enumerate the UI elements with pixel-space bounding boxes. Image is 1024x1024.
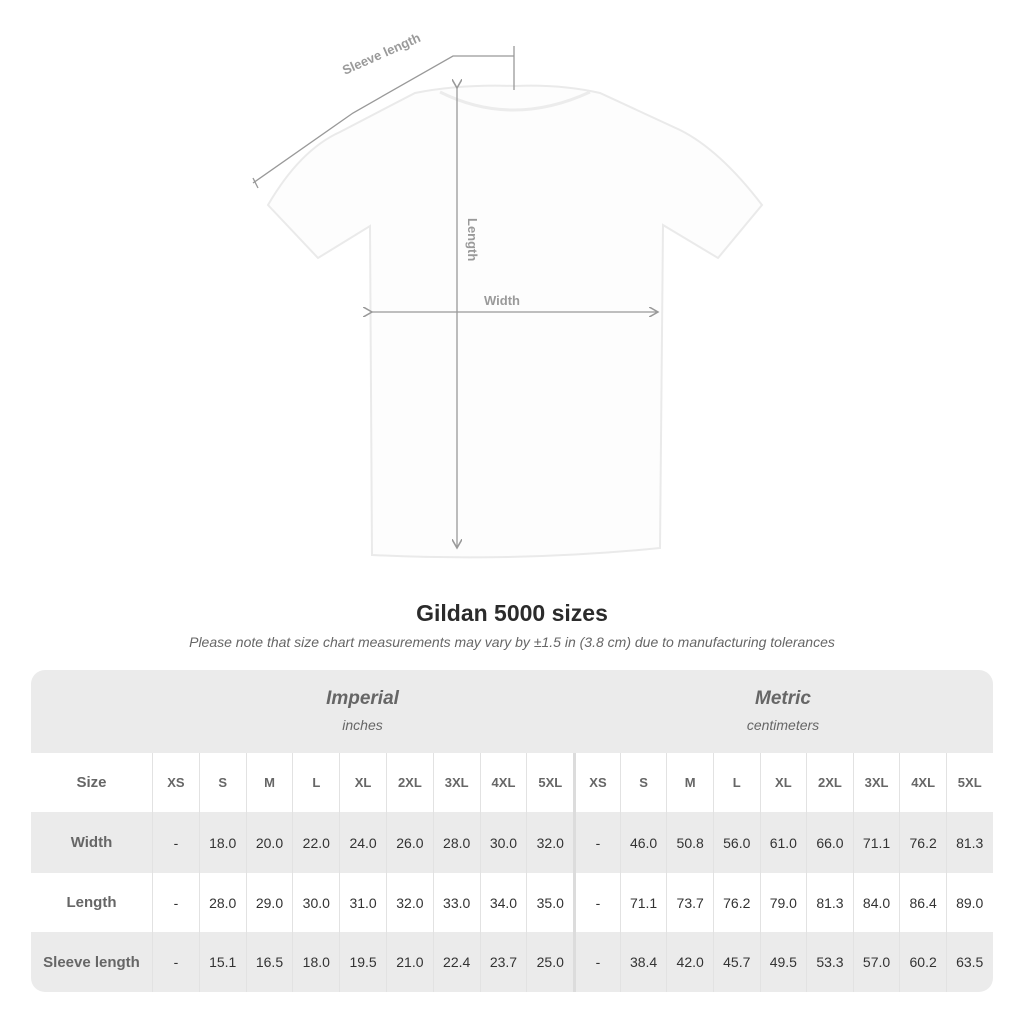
metric-value-cell: 81.3 (945, 812, 993, 873)
imperial-value-cell: 15.1 (198, 932, 246, 992)
imperial-value-cell: - (152, 932, 199, 992)
size-chart-table: Imperial inches Metric centimeters Size X… (31, 670, 993, 992)
metric-size-header: 5XL (945, 753, 993, 812)
tshirt-diagram (252, 46, 764, 559)
metric-size-header: 3XL (852, 753, 900, 812)
imperial-size-header: S (198, 753, 246, 812)
imperial-value-cell: 32.0 (526, 812, 573, 873)
table-row: Length -28.0 29.0 30.0 31.0 32.0 33.0 34.0 35.0-… (31, 873, 993, 932)
metric-value-cell: - (573, 932, 620, 992)
imperial-value-cell: 28.0 (198, 873, 246, 932)
imperial-size-header: 3XL (432, 753, 480, 812)
metric-value-cell: 42.0 (666, 932, 713, 992)
table-row: Sleeve length -15.1 16.5 18.0 19.5 21.0 22.4 23… (31, 932, 993, 992)
metric-value-cell: 79.0 (759, 873, 807, 932)
imperial-value-cell: 22.0 (292, 812, 339, 873)
metric-value-cell: 50.8 (666, 812, 713, 873)
table-row: Width -18.0 20.0 22.0 24.0 26.0 28.0 30.0 32.0-4… (31, 812, 993, 873)
header-blank (31, 670, 152, 753)
metric-value-cell: 38.4 (619, 932, 667, 992)
metric-value-cell: 71.1 (619, 873, 667, 932)
metric-value-cell: 84.0 (852, 873, 900, 932)
metric-value-cell: - (573, 812, 620, 873)
imperial-size-header: L (292, 753, 339, 812)
metric-value-cell: 73.7 (666, 873, 713, 932)
metric-value-cell: 57.0 (852, 932, 900, 992)
metric-size-header: L (712, 753, 760, 812)
imperial-value-cell: 16.5 (245, 932, 293, 992)
imperial-value-cell: 23.7 (479, 932, 527, 992)
metric-value-cell: 56.0 (712, 812, 760, 873)
metric-value-cell: 61.0 (759, 812, 807, 873)
size-label: Size (76, 774, 107, 791)
row-label: Length (66, 894, 117, 911)
imperial-value-cell: 22.4 (432, 932, 480, 992)
metric-value-cell: 66.0 (806, 812, 853, 873)
metric-value-cell: 63.5 (945, 932, 993, 992)
imperial-value-cell: 29.0 (245, 873, 293, 932)
imperial-size-header: XL (339, 753, 386, 812)
imperial-value-cell: 25.0 (526, 932, 573, 992)
imperial-title: Imperial (326, 688, 399, 709)
metric-group-header: Metric centimeters (573, 670, 993, 753)
imperial-value-cell: 30.0 (479, 812, 527, 873)
metric-value-cell: 60.2 (899, 932, 946, 992)
imperial-value-cell: 28.0 (432, 812, 480, 873)
metric-title: Metric (755, 688, 811, 709)
metric-size-header: XL (759, 753, 807, 812)
metric-value-cell: 76.2 (899, 812, 946, 873)
imperial-value-cell: - (152, 873, 199, 932)
imperial-value-cell: 26.0 (385, 812, 433, 873)
imperial-value-cell: 18.0 (198, 812, 246, 873)
metric-value-cell: 86.4 (899, 873, 946, 932)
imperial-size-header: M (245, 753, 293, 812)
imperial-value-cell: 33.0 (432, 873, 480, 932)
imperial-unit: inches (342, 717, 383, 733)
metric-value-cell: 46.0 (619, 812, 667, 873)
metric-size-header: M (666, 753, 713, 812)
sleeve-measure-line (252, 55, 514, 184)
imperial-value-cell: 19.5 (339, 932, 386, 992)
size-header-row: Size XS S M L XL 2XL 3XL 4XL 5XL XS S M L XL 2XL 3XL 4XL 5… (31, 753, 993, 812)
imperial-size-header: 5XL (526, 753, 573, 812)
metric-size-header: XS (573, 753, 620, 812)
imperial-value-cell: - (152, 812, 199, 873)
tshirt-shape (266, 84, 764, 559)
metric-value-cell: 89.0 (945, 873, 993, 932)
imperial-value-cell: 32.0 (385, 873, 433, 932)
metric-size-header: 4XL (899, 753, 946, 812)
metric-value-cell: 76.2 (712, 873, 760, 932)
imperial-value-cell: 34.0 (479, 873, 527, 932)
imperial-value-cell: 31.0 (339, 873, 386, 932)
metric-value-cell: 49.5 (759, 932, 807, 992)
metric-value-cell: 45.7 (712, 932, 760, 992)
metric-value-cell: 53.3 (806, 932, 853, 992)
metric-size-header: 2XL (806, 753, 853, 812)
tolerance-note: Please note that size chart measurements… (189, 634, 835, 650)
page-title: Gildan 5000 sizes (416, 600, 608, 626)
imperial-size-header: 4XL (479, 753, 527, 812)
imperial-size-header: 2XL (385, 753, 433, 812)
length-label: Length (465, 218, 480, 262)
imperial-group-header: Imperial inches (152, 670, 573, 753)
metric-value-cell: - (573, 873, 620, 932)
row-label: Sleeve length (43, 953, 140, 971)
width-label: Width (484, 293, 520, 308)
imperial-value-cell: 18.0 (292, 932, 339, 992)
imperial-value-cell: 20.0 (245, 812, 293, 873)
imperial-value-cell: 30.0 (292, 873, 339, 932)
imperial-value-cell: 35.0 (526, 873, 573, 932)
imperial-value-cell: 24.0 (339, 812, 386, 873)
imperial-size-header: XS (152, 753, 199, 812)
metric-value-cell: 71.1 (852, 812, 900, 873)
row-label: Width (70, 834, 113, 851)
metric-size-header: S (619, 753, 667, 812)
metric-unit: centimeters (746, 717, 820, 733)
imperial-value-cell: 21.0 (385, 932, 433, 992)
metric-value-cell: 81.3 (806, 873, 853, 932)
